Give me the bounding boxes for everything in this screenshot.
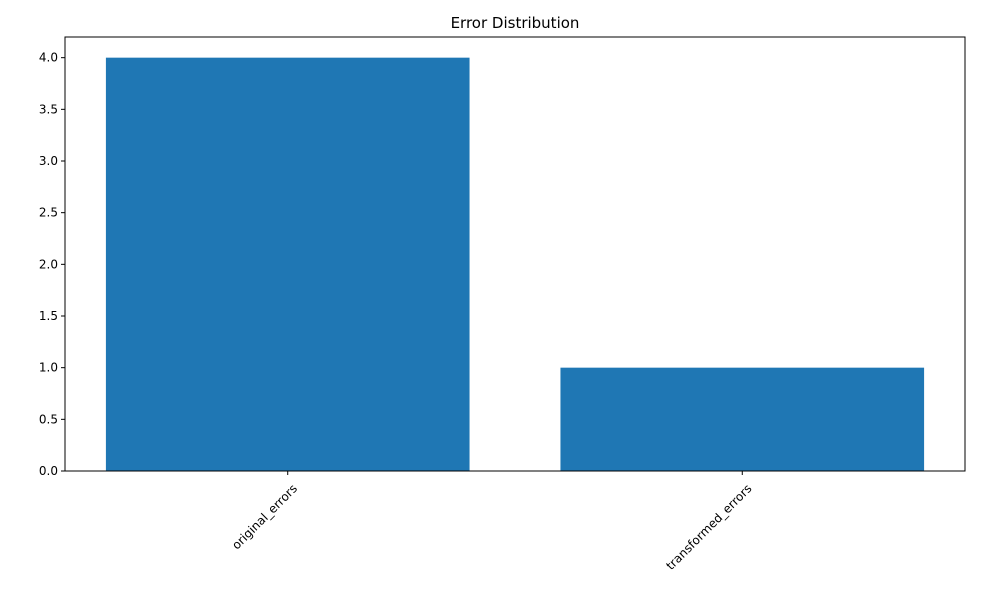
bars-group xyxy=(105,57,925,472)
y-tick-label: 1.5 xyxy=(39,309,58,323)
y-tick-label: 2.5 xyxy=(39,206,58,220)
x-tick-label-original-errors: original_errors xyxy=(229,481,300,552)
x-tick-label-transformed-errors: transformed_errors xyxy=(663,481,754,572)
y-tick-label: 2.0 xyxy=(39,257,58,271)
bar-transformed-errors xyxy=(560,367,925,471)
y-tick-label: 3.0 xyxy=(39,154,58,168)
y-axis: 0.0 0.5 1.0 1.5 2.0 2.5 3.0 3.5 4.0 xyxy=(39,51,65,478)
bar-original-errors xyxy=(105,57,470,472)
y-tick-label: 1.0 xyxy=(39,361,58,375)
y-tick-label: 4.0 xyxy=(39,51,58,65)
y-tick-label: 3.5 xyxy=(39,102,58,116)
y-tick-label: 0.0 xyxy=(39,464,58,478)
chart-title: Error Distribution xyxy=(451,14,580,32)
plot-frame xyxy=(64,36,966,472)
x-axis: original_errors transformed_errors xyxy=(229,471,755,573)
y-tick-label: 0.5 xyxy=(39,412,58,426)
